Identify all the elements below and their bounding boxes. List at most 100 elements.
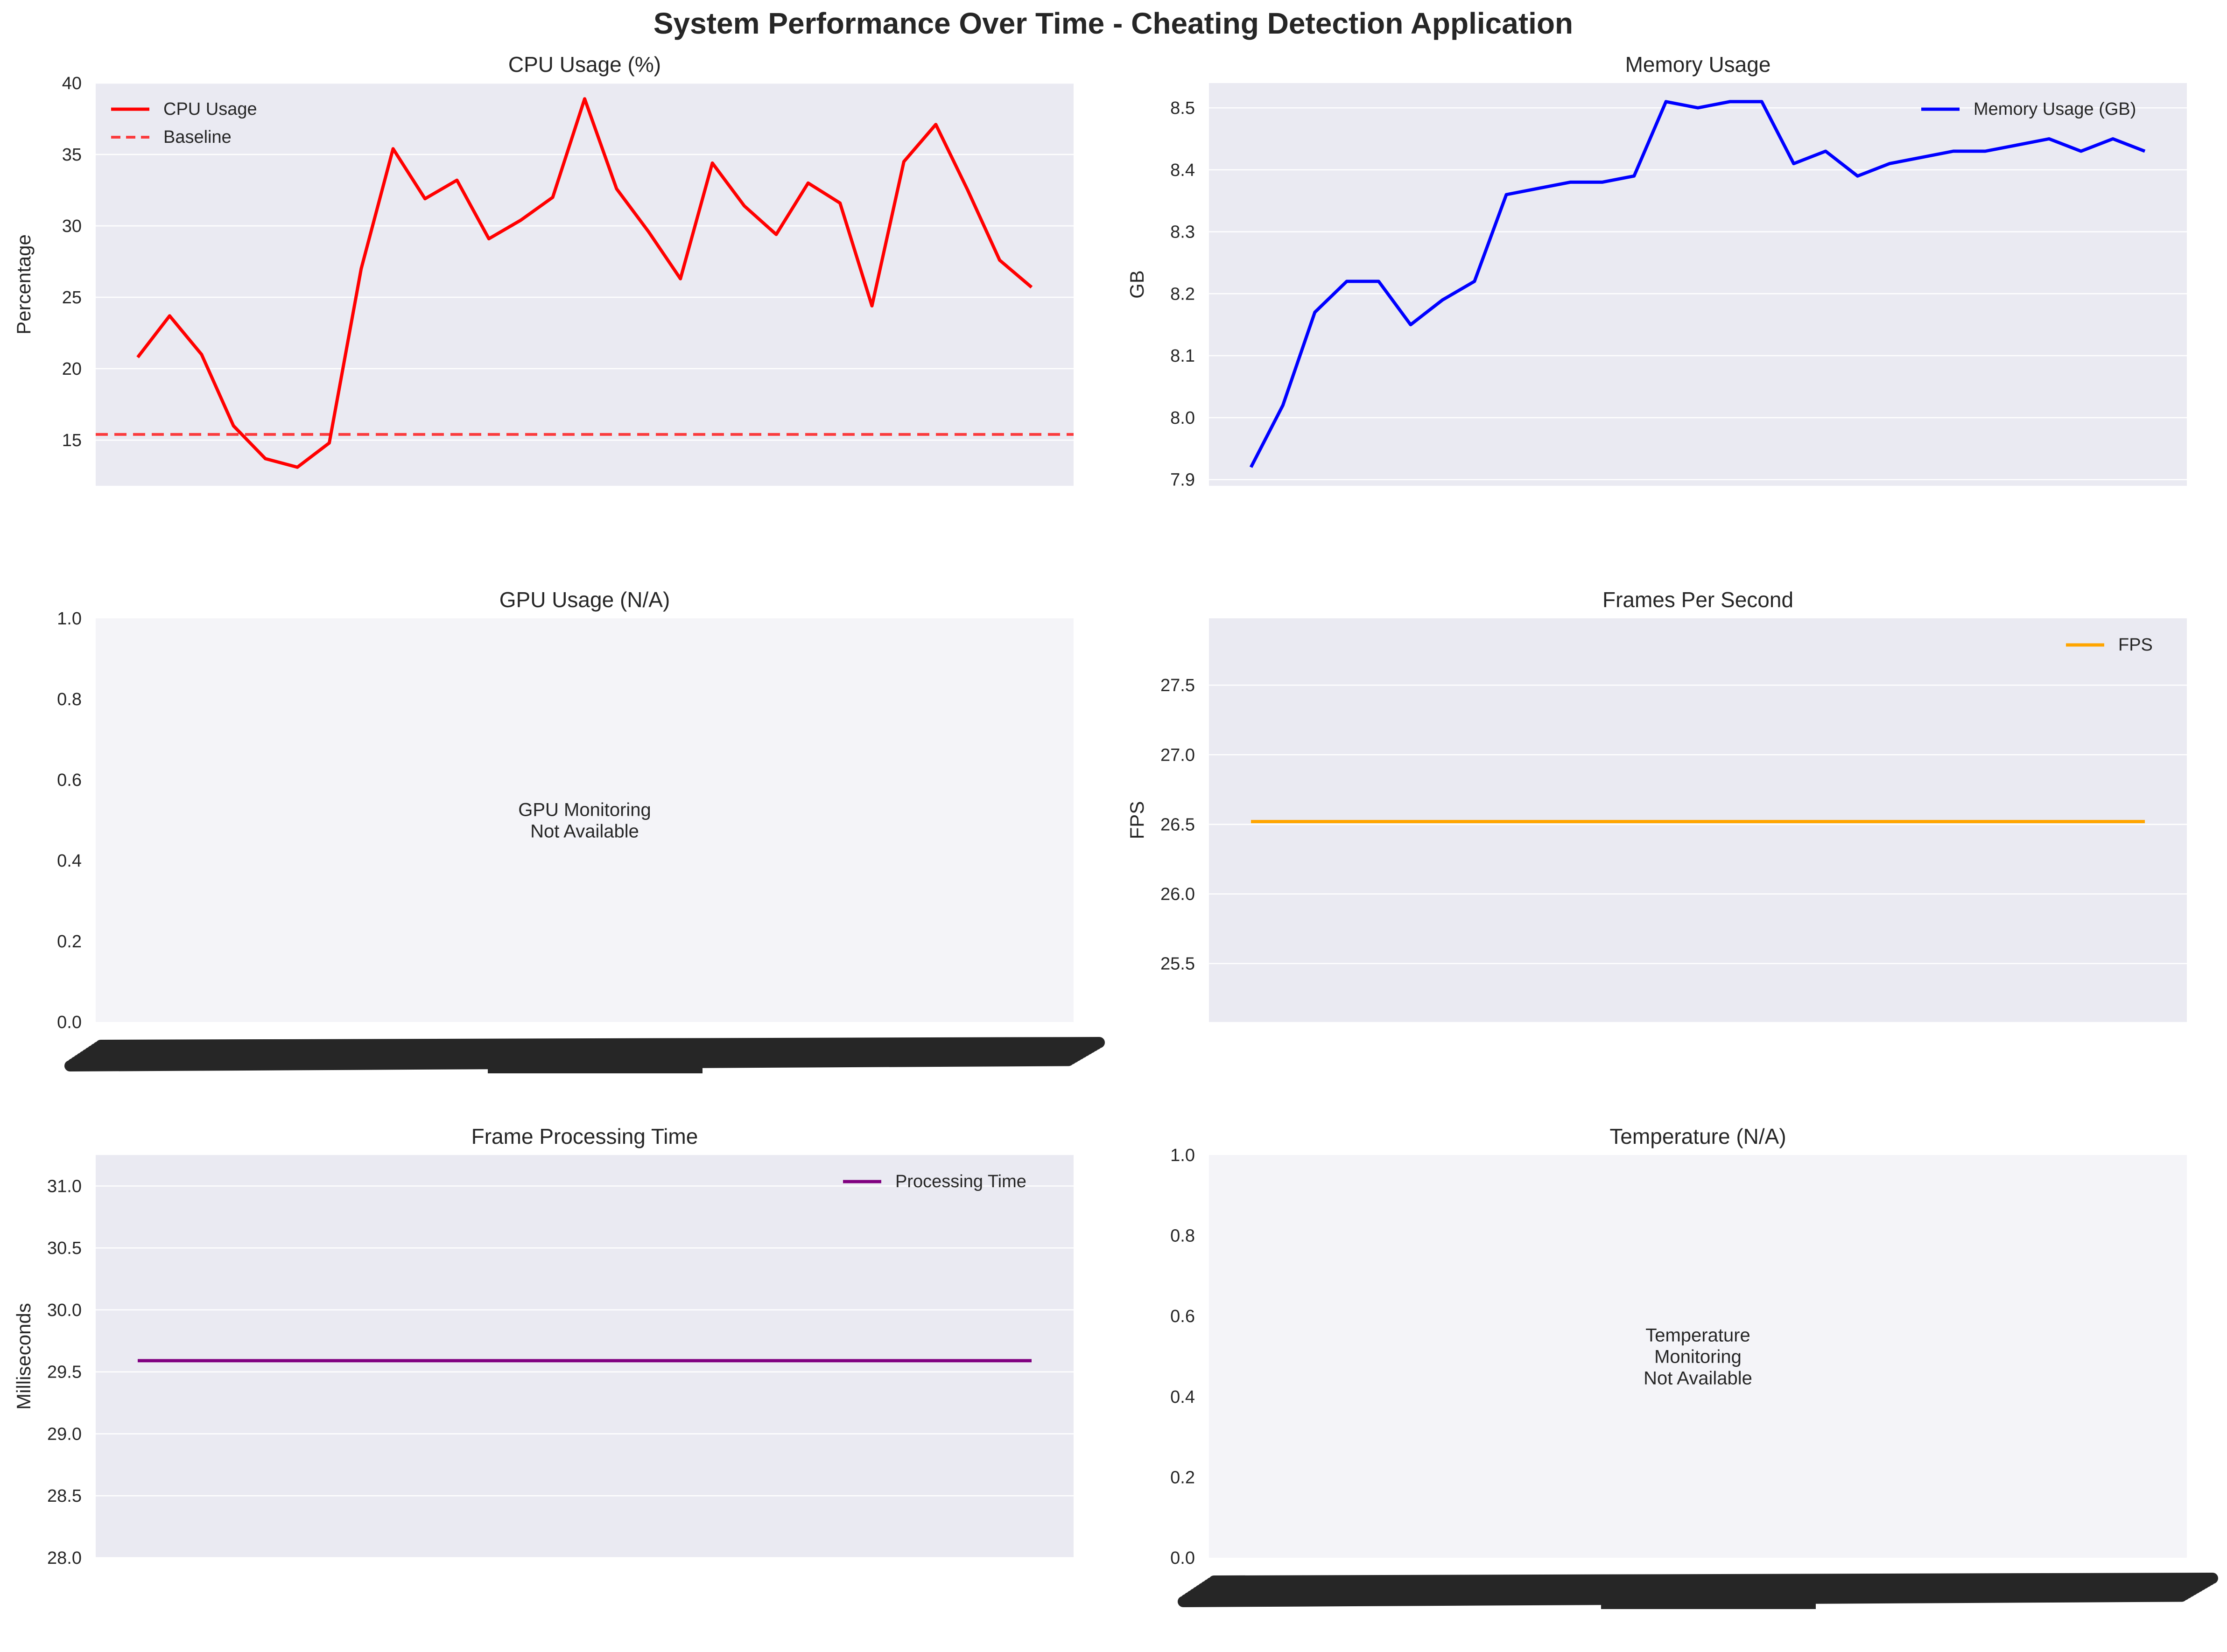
data-point	[265, 458, 266, 459]
subplot-title: Frames Per Second	[1602, 588, 1793, 612]
y-tick-label: 40	[62, 74, 82, 93]
data-point	[584, 98, 585, 99]
data-point	[1665, 101, 1667, 102]
y-tick-label: 25	[62, 288, 82, 308]
data-point	[712, 162, 713, 164]
y-tick-label: 15	[62, 431, 82, 450]
y-axis-label: FPS	[1126, 801, 1148, 840]
data-point	[1378, 280, 1379, 282]
y-tick-label: 1.0	[57, 609, 82, 629]
legend-label: Memory Usage (GB)	[1974, 99, 2136, 119]
subplot-title: GPU Usage (N/A)	[499, 588, 670, 612]
data-point	[1697, 107, 1699, 109]
data-point	[1793, 163, 1794, 164]
legend-label: Baseline	[163, 127, 232, 147]
data-point	[2144, 151, 2146, 152]
subplot-title: Frame Processing Time	[471, 1124, 698, 1148]
data-point	[137, 357, 139, 358]
y-tick-label: 29.0	[47, 1424, 82, 1444]
y-tick-label: 0.2	[57, 932, 82, 952]
y-tick-label: 30.5	[47, 1239, 82, 1258]
y-tick-label: 30	[62, 217, 82, 236]
data-point	[1921, 157, 1922, 158]
y-tick-label: 1.0	[1170, 1146, 1195, 1165]
data-point	[360, 268, 362, 269]
legend: CPU Usage Baseline	[111, 99, 257, 147]
data-point	[1538, 188, 1539, 189]
data-point	[488, 238, 490, 239]
y-tick-label: 8.0	[1170, 408, 1195, 428]
data-point	[775, 234, 777, 235]
y-tick-label: 31.0	[47, 1176, 82, 1196]
data-point	[967, 189, 969, 191]
y-tick-label: 20	[62, 359, 82, 379]
plot-area	[96, 618, 1074, 1022]
series-line-mem	[1249, 100, 2146, 468]
data-point	[1633, 175, 1635, 177]
y-tick-label: 28.0	[47, 1548, 82, 1568]
smear-stroke	[1676, 1576, 2077, 1590]
smear-stroke	[488, 1060, 703, 1073]
y-tick-label: 0.0	[57, 1013, 82, 1032]
y-tick-label: 29.5	[47, 1363, 82, 1382]
data-point	[233, 425, 234, 427]
data-point	[839, 203, 841, 204]
legend-label: Processing Time	[895, 1172, 1026, 1191]
y-axis-label: GB	[1126, 270, 1148, 299]
not-available-message: GPU Monitoring	[518, 800, 651, 820]
y-axis-label: Percentage	[13, 234, 35, 335]
legend-label: CPU Usage	[163, 99, 257, 119]
data-point	[1282, 405, 1284, 406]
y-tick-label: 8.2	[1170, 284, 1195, 304]
not-available-message: Temperature	[1645, 1325, 1750, 1346]
y-tick-label: 0.6	[1170, 1307, 1195, 1326]
not-available-message: Not Available	[1644, 1368, 1752, 1389]
data-point	[169, 315, 170, 316]
subplot-mem: Memory Usage 7.9 8.0 8.1 8.2 8.3 8.4 8.5 GB Memor…	[1126, 52, 2187, 490]
y-tick-label: 0.8	[57, 690, 82, 709]
plot-area	[1209, 83, 2187, 486]
data-point	[2016, 144, 2018, 146]
legend-label: FPS	[2118, 635, 2153, 655]
y-tick-label: 25.5	[1160, 954, 1195, 974]
data-point	[648, 231, 649, 232]
subplot-temp: Temperature (N/A) 0.0 0.2 0.4 0.6 0.8 1.0 Tempe…	[1170, 1124, 2218, 1609]
y-tick-label: 27.5	[1160, 676, 1195, 695]
y-tick-label: 0.2	[1170, 1468, 1195, 1487]
subplot-proc: Frame Processing Time 28.0 28.5 29.0 29.5 30.…	[13, 1124, 1074, 1568]
data-point	[201, 354, 202, 355]
y-tick-label: 0.4	[1170, 1387, 1195, 1407]
data-point	[2112, 138, 2114, 140]
subplot-title: CPU Usage (%)	[508, 52, 661, 77]
data-point	[871, 305, 873, 307]
data-point	[1985, 151, 1986, 152]
data-point	[1761, 101, 1763, 102]
data-point	[1031, 287, 1033, 288]
data-point	[744, 205, 745, 207]
y-tick-label: 7.9	[1170, 470, 1195, 490]
y-tick-label: 0.4	[57, 851, 82, 871]
data-point	[520, 219, 521, 221]
y-tick-label: 8.5	[1170, 98, 1195, 118]
data-point	[1346, 280, 1348, 282]
y-tick-label: 0.6	[57, 770, 82, 790]
data-point	[2080, 151, 2082, 152]
data-point	[616, 188, 617, 189]
series-line-cpu	[136, 97, 1033, 469]
plot-area	[1209, 1155, 2187, 1558]
y-tick-label: 8.1	[1170, 346, 1195, 366]
data-point	[680, 278, 681, 280]
subplot-title: Temperature (N/A)	[1609, 1124, 1786, 1148]
data-point	[935, 124, 936, 125]
y-tick-label: 30.0	[47, 1301, 82, 1320]
data-point	[1602, 182, 1603, 183]
data-point	[329, 442, 330, 444]
y-tick-label: 26.0	[1160, 885, 1195, 904]
y-tick-label: 8.3	[1170, 223, 1195, 242]
y-tick-label: 0.8	[1170, 1226, 1195, 1246]
not-available-message: Monitoring	[1654, 1347, 1742, 1367]
subplot-grid: CPU Usage (%) 15 20 25 30 35 40 Percentage CPU U…	[13, 52, 2218, 1609]
y-tick-label: 28.5	[47, 1486, 82, 1506]
figure-title: System Performance Over Time - Cheating …	[653, 7, 1573, 40]
